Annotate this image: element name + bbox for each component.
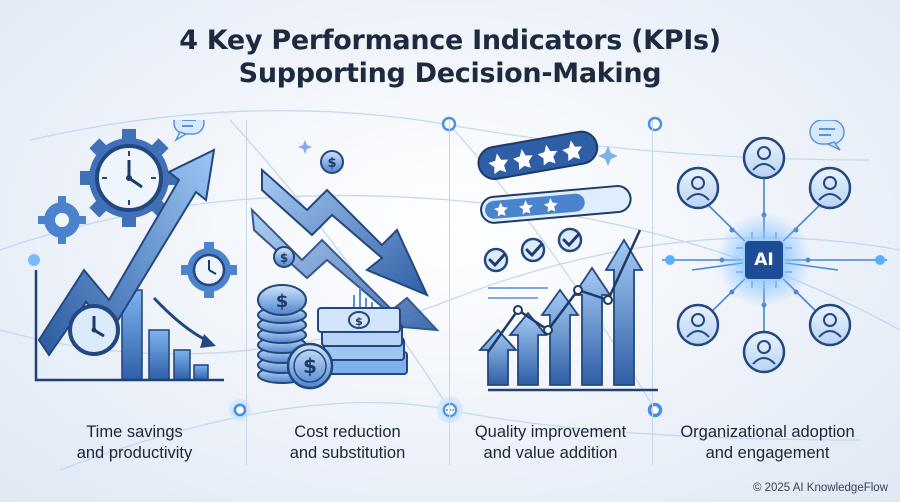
ai-chip-label: AI — [754, 250, 774, 270]
panel-divider — [449, 120, 450, 465]
svg-text:$: $ — [355, 315, 363, 328]
kpi-label-quality-improvement: Quality improvement and value addition — [474, 423, 627, 462]
clock-gears-growth-icon — [28, 120, 237, 382]
page-title: 4 Key Performance Indicators (KPIs) Supp… — [0, 24, 900, 90]
title-line-1: 4 Key Performance Indicators (KPIs) — [179, 25, 721, 56]
kpi-label-cost-reduction: Cost reduction and substitution — [289, 423, 406, 462]
title-line-2: Supporting Decision-Making — [238, 58, 662, 89]
ai-people-network-icon — [662, 120, 887, 374]
svg-text:$: $ — [327, 156, 336, 171]
svg-text:$: $ — [303, 354, 317, 378]
svg-text:$: $ — [276, 291, 289, 312]
stars-checkmarks-uptrend-icon — [477, 130, 658, 392]
coins-banknotes-downtrend-icon: $ $ $ — [250, 150, 440, 390]
panel-divider — [652, 120, 653, 465]
kpi-label-organizational-adoption: Organizational adoption and engagement — [680, 423, 855, 462]
copyright-notice: © 2025 AI KnowledgeFlow — [752, 482, 888, 494]
kpi-label-time-savings: Time savings and productivity — [76, 423, 193, 462]
panel-divider — [246, 120, 247, 465]
svg-text:$: $ — [280, 251, 288, 265]
